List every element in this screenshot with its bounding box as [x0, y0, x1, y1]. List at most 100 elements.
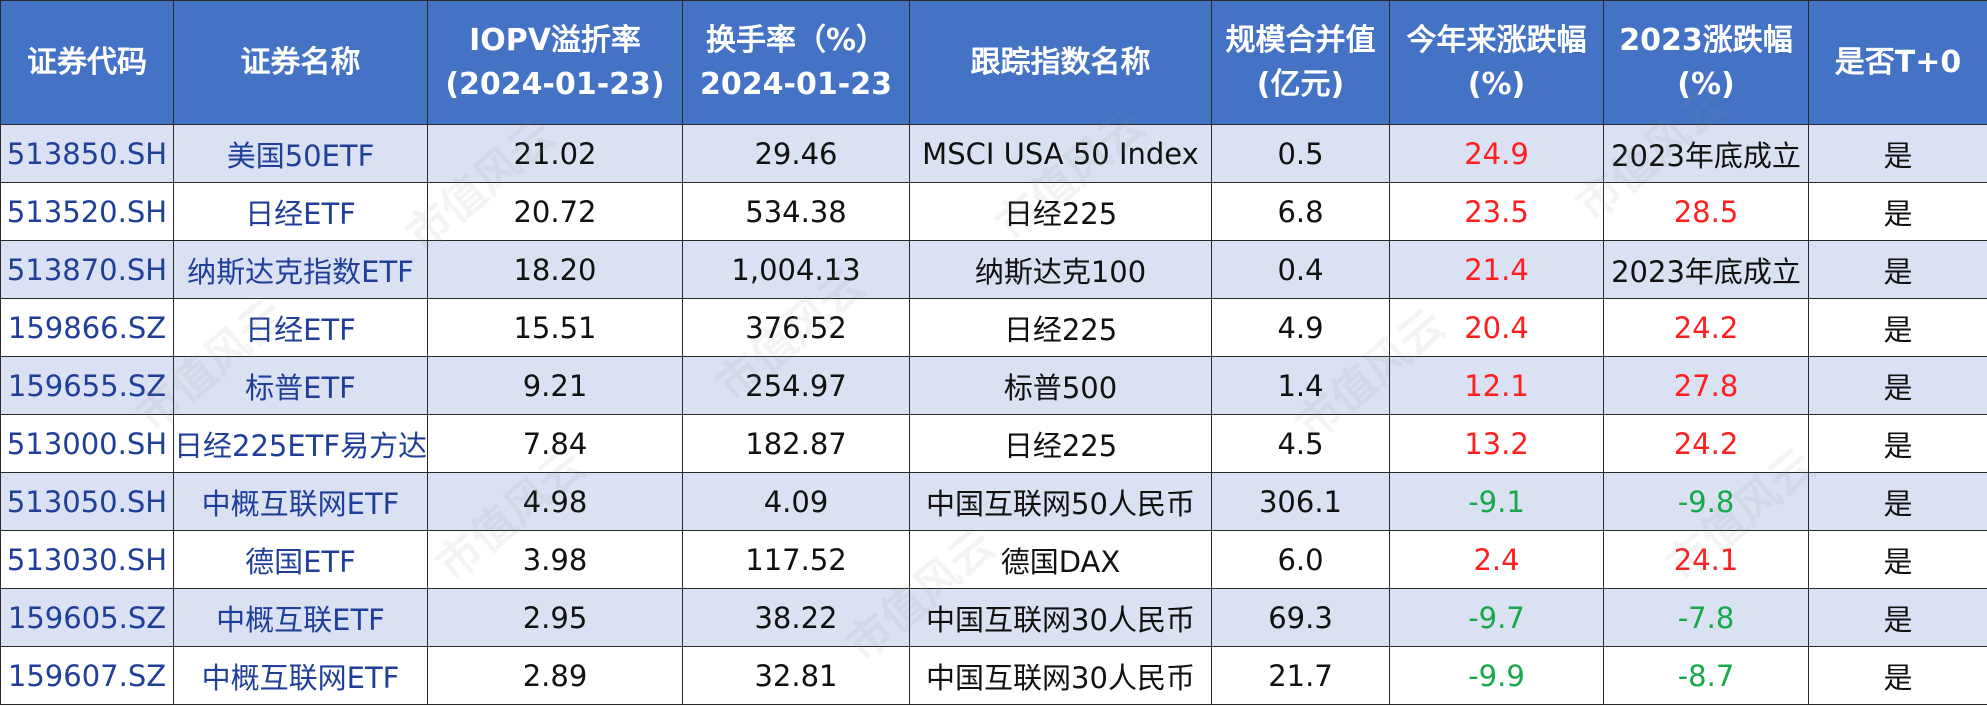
table-row: 513030.SH 德国ETF 3.98 117.52 德国DAX 6.0 2.4 24.1 是: [0, 530, 1987, 589]
cell-2023-change: 28.5: [1603, 182, 1809, 241]
cell-turnover: 32.81: [682, 646, 910, 705]
table-row: 513520.SH 日经ETF 20.72 534.38 日经225 6.8 23.5 28.…: [0, 182, 1987, 241]
header-t0: 是否T+0: [1808, 0, 1987, 125]
cell-tracking-index: 日经225: [909, 414, 1212, 473]
cell-ytd-change: 2.4: [1389, 530, 1604, 589]
cell-2023-change: -7.8: [1603, 588, 1809, 647]
cell-iopv-premium: 20.72: [427, 182, 683, 241]
cell-2023-change: 24.2: [1603, 414, 1809, 473]
table-row: 513850.SH 美国50ETF 21.02 29.46 MSCI USA 50 In…: [0, 124, 1987, 183]
cell-t0: 是: [1808, 414, 1987, 473]
header-security-name: 证券名称: [173, 0, 428, 125]
cell-security-name: 日经ETF: [173, 182, 428, 241]
cell-security-name: 德国ETF: [173, 530, 428, 589]
cell-t0: 是: [1808, 530, 1987, 589]
cell-iopv-premium: 9.21: [427, 356, 683, 415]
cell-security-code: 513000.SH: [0, 414, 174, 473]
cell-scale: 0.4: [1211, 240, 1390, 299]
header-security-code: 证券代码: [0, 0, 174, 125]
cell-security-name: 日经225ETF易方达: [173, 414, 428, 473]
cell-security-code: 513030.SH: [0, 530, 174, 589]
cell-ytd-change: 24.9: [1389, 124, 1604, 183]
cell-t0: 是: [1808, 182, 1987, 241]
cell-t0: 是: [1808, 240, 1987, 299]
cell-tracking-index: 中国互联网30人民币: [909, 646, 1212, 705]
cell-scale: 0.5: [1211, 124, 1390, 183]
cell-iopv-premium: 21.02: [427, 124, 683, 183]
cell-scale: 1.4: [1211, 356, 1390, 415]
cell-scale: 306.1: [1211, 472, 1390, 531]
cell-security-code: 159605.SZ: [0, 588, 174, 647]
table-row: 513000.SH 日经225ETF易方达 7.84 182.87 日经225 4.5 13…: [0, 414, 1987, 473]
cell-t0: 是: [1808, 124, 1987, 183]
cell-ytd-change: 13.2: [1389, 414, 1604, 473]
cell-security-code: 513850.SH: [0, 124, 174, 183]
cell-security-code: 513520.SH: [0, 182, 174, 241]
cell-security-code: 513870.SH: [0, 240, 174, 299]
cell-tracking-index: MSCI USA 50 Index: [909, 124, 1212, 183]
cell-iopv-premium: 4.98: [427, 472, 683, 531]
cell-turnover: 376.52: [682, 298, 910, 357]
cell-ytd-change: 23.5: [1389, 182, 1604, 241]
cell-t0: 是: [1808, 588, 1987, 647]
header-2023-change: 2023涨跌幅 (%): [1603, 0, 1809, 125]
cell-iopv-premium: 2.95: [427, 588, 683, 647]
table-row: 513870.SH 纳斯达克指数ETF 18.20 1,004.13 纳斯达克100 0.…: [0, 240, 1987, 299]
header-row: 证券代码 证券名称 IOPV溢折率 (2024-01-23) 换手率（%） 20…: [0, 0, 1987, 125]
cell-iopv-premium: 3.98: [427, 530, 683, 589]
header-ytd-change: 今年来涨跌幅 (%): [1389, 0, 1604, 125]
cell-t0: 是: [1808, 472, 1987, 531]
cell-turnover: 4.09: [682, 472, 910, 531]
cell-2023-change: 24.2: [1603, 298, 1809, 357]
cell-scale: 21.7: [1211, 646, 1390, 705]
cell-turnover: 1,004.13: [682, 240, 910, 299]
cell-turnover: 534.38: [682, 182, 910, 241]
header-turnover: 换手率（%） 2024-01-23: [682, 0, 910, 125]
cell-scale: 4.5: [1211, 414, 1390, 473]
cell-tracking-index: 德国DAX: [909, 530, 1212, 589]
cell-turnover: 38.22: [682, 588, 910, 647]
cell-tracking-index: 中国互联网30人民币: [909, 588, 1212, 647]
header-iopv-premium: IOPV溢折率 (2024-01-23): [427, 0, 683, 125]
cell-security-name: 纳斯达克指数ETF: [173, 240, 428, 299]
table-row: 513050.SH 中概互联网ETF 4.98 4.09 中国互联网50人民币 306.1…: [0, 472, 1987, 531]
cell-tracking-index: 日经225: [909, 298, 1212, 357]
cell-2023-change: -9.8: [1603, 472, 1809, 531]
cell-t0: 是: [1808, 356, 1987, 415]
cell-security-name: 中概互联网ETF: [173, 472, 428, 531]
cell-turnover: 117.52: [682, 530, 910, 589]
cell-t0: 是: [1808, 646, 1987, 705]
cell-ytd-change: 21.4: [1389, 240, 1604, 299]
cell-security-code: 159655.SZ: [0, 356, 174, 415]
cell-iopv-premium: 7.84: [427, 414, 683, 473]
cell-ytd-change: -9.9: [1389, 646, 1604, 705]
cell-t0: 是: [1808, 298, 1987, 357]
table-row: 159866.SZ 日经ETF 15.51 376.52 日经225 4.9 20.4 24.…: [0, 298, 1987, 357]
cell-security-name: 中概互联ETF: [173, 588, 428, 647]
cell-scale: 6.0: [1211, 530, 1390, 589]
cell-2023-change: 2023年底成立: [1603, 240, 1809, 299]
cell-turnover: 182.87: [682, 414, 910, 473]
cell-2023-change: 2023年底成立: [1603, 124, 1809, 183]
cell-security-name: 中概互联网ETF: [173, 646, 428, 705]
header-scale: 规模合并值 (亿元): [1211, 0, 1390, 125]
table-row: 159607.SZ 中概互联网ETF 2.89 32.81 中国互联网30人民币 21.7…: [0, 646, 1987, 705]
cell-2023-change: 27.8: [1603, 356, 1809, 415]
table-row: 159605.SZ 中概互联ETF 2.95 38.22 中国互联网30人民币 69.3 -…: [0, 588, 1987, 647]
cell-iopv-premium: 2.89: [427, 646, 683, 705]
cell-security-name: 美国50ETF: [173, 124, 428, 183]
cell-2023-change: 24.1: [1603, 530, 1809, 589]
cell-tracking-index: 中国互联网50人民币: [909, 472, 1212, 531]
cell-ytd-change: 12.1: [1389, 356, 1604, 415]
table-row: 159655.SZ 标普ETF 9.21 254.97 标普500 1.4 12.1 27.8…: [0, 356, 1987, 415]
cell-tracking-index: 标普500: [909, 356, 1212, 415]
cell-ytd-change: 20.4: [1389, 298, 1604, 357]
cell-scale: 4.9: [1211, 298, 1390, 357]
header-tracking-index: 跟踪指数名称: [909, 0, 1212, 125]
cell-tracking-index: 纳斯达克100: [909, 240, 1212, 299]
cell-turnover: 254.97: [682, 356, 910, 415]
cell-iopv-premium: 18.20: [427, 240, 683, 299]
cell-scale: 69.3: [1211, 588, 1390, 647]
cell-security-name: 标普ETF: [173, 356, 428, 415]
